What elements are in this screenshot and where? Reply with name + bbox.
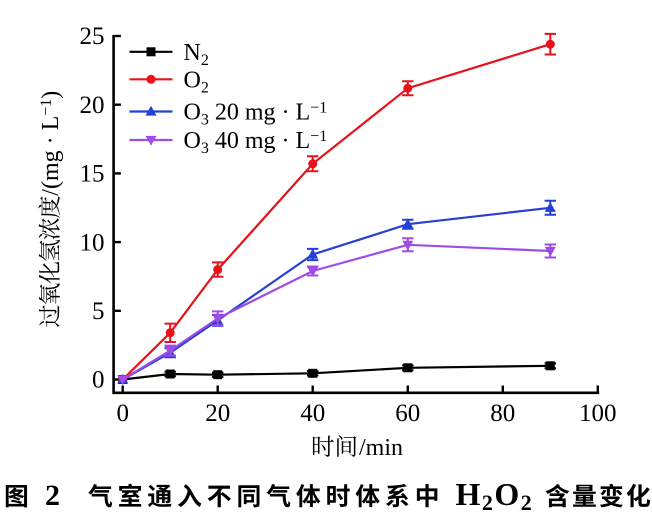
svg-text:5: 5 bbox=[92, 298, 105, 325]
svg-text:15: 15 bbox=[80, 161, 105, 188]
svg-text:100: 100 bbox=[579, 400, 617, 427]
svg-text:10: 10 bbox=[80, 229, 105, 256]
svg-text:2: 2 bbox=[45, 479, 60, 512]
svg-text:H2O2: H2O2 bbox=[456, 476, 534, 515]
svg-text:40: 40 bbox=[300, 400, 325, 427]
svg-text:20: 20 bbox=[205, 400, 230, 427]
svg-text:25: 25 bbox=[80, 23, 105, 50]
svg-text:20: 20 bbox=[80, 92, 105, 119]
svg-text:0: 0 bbox=[116, 400, 129, 427]
svg-text:80: 80 bbox=[490, 400, 515, 427]
svg-text:0: 0 bbox=[92, 367, 105, 394]
svg-text:/min: /min bbox=[359, 435, 403, 461]
svg-text:O3 40 mg · L−1: O3 40 mg · L−1 bbox=[184, 128, 328, 157]
svg-text:60: 60 bbox=[395, 400, 420, 427]
